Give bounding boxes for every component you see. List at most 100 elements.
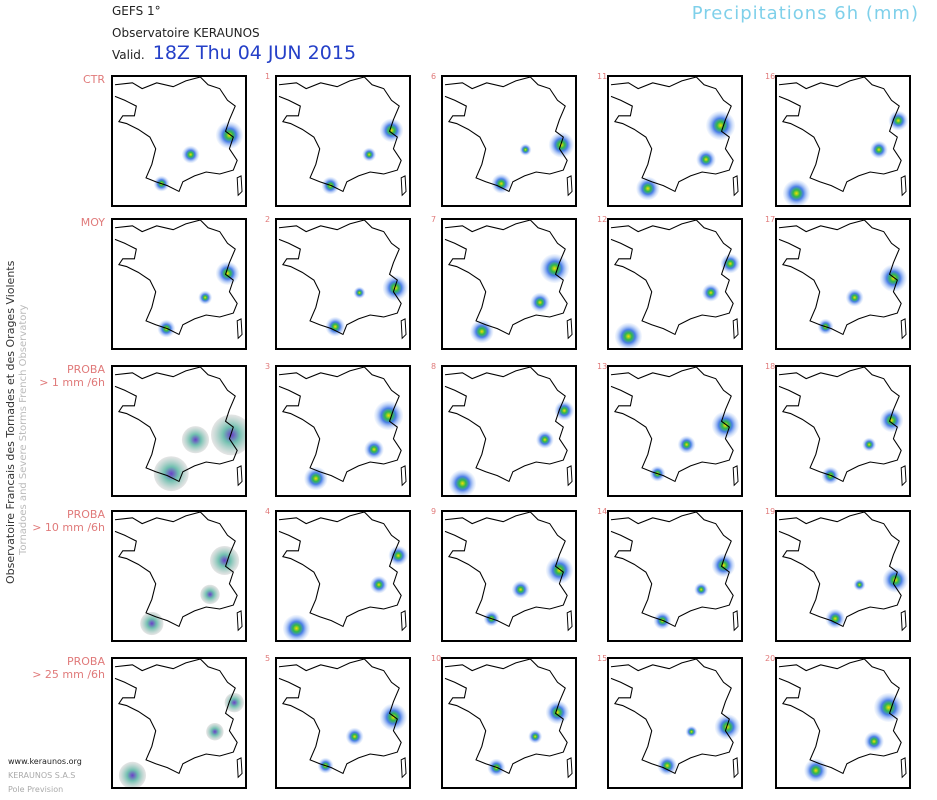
map-panel[interactable] <box>607 365 743 497</box>
precip-area <box>702 284 720 302</box>
map-panel[interactable] <box>775 365 911 497</box>
model-name: GEFS 1° <box>112 4 161 18</box>
map-panel[interactable] <box>275 657 411 789</box>
map-panel[interactable] <box>441 218 577 350</box>
map-panel[interactable] <box>607 510 743 642</box>
france-coastline <box>278 659 402 775</box>
member-number: 20 <box>765 654 776 663</box>
precip-area <box>677 435 696 454</box>
precip-area <box>696 149 716 170</box>
corsica <box>732 610 739 632</box>
precip-area <box>545 700 570 724</box>
precip-area <box>879 408 904 432</box>
france-coastline <box>610 220 734 336</box>
precip-area <box>657 755 677 776</box>
precip-area <box>374 400 404 431</box>
precip-area <box>379 118 404 142</box>
corsica <box>732 757 739 779</box>
map-panel[interactable] <box>775 218 911 350</box>
corsica <box>400 175 407 197</box>
precip-area <box>215 261 240 285</box>
precip-area <box>448 469 477 495</box>
precip-area <box>864 731 884 752</box>
member-number: 18 <box>765 362 776 371</box>
precip-area <box>353 286 366 299</box>
row-label: MOY <box>80 216 105 229</box>
precip-area <box>370 576 388 594</box>
map-panel[interactable] <box>775 510 911 642</box>
corsica <box>566 610 573 632</box>
map-panel[interactable] <box>775 75 911 207</box>
map-panel[interactable] <box>441 657 577 789</box>
france-coastline <box>114 77 238 193</box>
corsica <box>236 610 243 632</box>
precip-area <box>364 439 384 460</box>
france-coastline <box>444 512 568 628</box>
row-label: PROBA > 10 mm /6h <box>32 508 105 534</box>
map-panel[interactable] <box>275 365 411 497</box>
map-panel[interactable] <box>441 510 577 642</box>
france-coastline <box>114 220 238 336</box>
corsica <box>900 175 907 197</box>
precip-area <box>211 414 245 456</box>
map-panel[interactable] <box>111 510 247 642</box>
map-panel[interactable] <box>607 75 743 207</box>
corsica <box>566 757 573 779</box>
precip-area <box>548 132 574 158</box>
map-panel[interactable] <box>441 75 577 207</box>
precip-area <box>206 723 224 741</box>
precip-area <box>536 431 554 449</box>
france-coastline <box>278 367 402 483</box>
precip-area <box>888 110 908 131</box>
member-number: 3 <box>265 362 271 371</box>
corsica <box>732 175 739 197</box>
footer-dept: Pole Prevision <box>8 785 64 794</box>
precip-area <box>711 411 739 439</box>
map-panel[interactable] <box>775 657 911 789</box>
corsica <box>732 465 739 487</box>
member-number: 13 <box>597 362 608 371</box>
precip-area <box>862 437 876 452</box>
footer-site[interactable]: www.keraunos.org <box>8 757 82 766</box>
row-label: PROBA > 1 mm /6h <box>39 363 105 389</box>
observatory-name: Observatoire KERAUNOS <box>112 26 260 40</box>
france-coastline <box>444 77 568 193</box>
precip-area <box>153 456 189 492</box>
france-coastline <box>444 367 568 483</box>
precip-area <box>519 143 532 156</box>
precip-area <box>711 553 736 577</box>
corsica <box>400 318 407 340</box>
precip-area <box>118 761 147 787</box>
map-panel[interactable] <box>607 657 743 789</box>
map-panel[interactable] <box>111 657 247 789</box>
row-label: PROBA > 25 mm /6h <box>32 655 105 681</box>
precip-area <box>382 275 408 301</box>
map-panel[interactable] <box>275 510 411 642</box>
precip-area <box>215 121 243 149</box>
france-coastline <box>444 659 568 775</box>
map-panel[interactable] <box>111 218 247 350</box>
valid-line: Valid. 18Z Thu 04 JUN 2015 <box>112 42 356 64</box>
map-panel[interactable] <box>441 365 577 497</box>
map-panel[interactable] <box>275 218 411 350</box>
precip-area <box>345 727 364 746</box>
member-number: 11 <box>597 72 608 81</box>
member-number: 2 <box>265 215 271 224</box>
map-panel[interactable] <box>275 75 411 207</box>
precip-area <box>685 725 698 738</box>
corsica <box>900 610 907 632</box>
valid-date: 18Z Thu 04 JUN 2015 <box>152 42 357 64</box>
member-number: 4 <box>265 507 271 516</box>
map-panel[interactable] <box>111 75 247 207</box>
map-panel[interactable] <box>111 365 247 497</box>
member-number: 17 <box>765 215 776 224</box>
precip-area <box>879 264 907 292</box>
precip-area <box>706 110 736 141</box>
map-panel[interactable] <box>607 218 743 350</box>
corsica <box>400 465 407 487</box>
precip-area <box>545 556 573 584</box>
precip-area <box>362 147 376 162</box>
precip-area <box>845 288 864 307</box>
corsica <box>236 465 243 487</box>
